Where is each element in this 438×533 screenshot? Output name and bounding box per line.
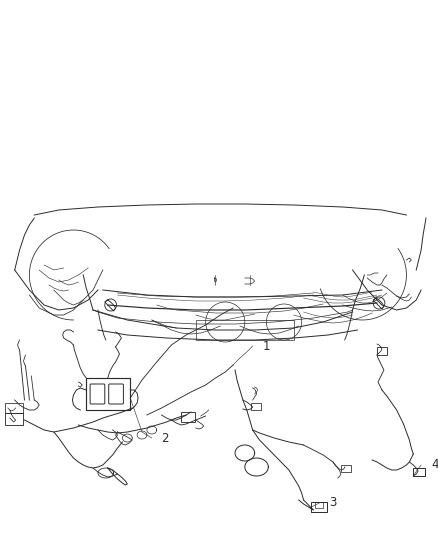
Bar xyxy=(413,468,425,476)
Bar xyxy=(315,502,323,508)
Text: 1: 1 xyxy=(262,340,270,352)
Bar xyxy=(5,413,22,425)
Bar xyxy=(311,502,327,512)
Bar xyxy=(5,403,22,413)
Bar xyxy=(181,412,195,422)
Bar xyxy=(377,347,387,355)
Bar xyxy=(341,465,350,472)
Bar xyxy=(196,320,294,340)
Bar xyxy=(251,403,261,410)
Text: 4: 4 xyxy=(431,458,438,472)
Text: 2: 2 xyxy=(162,432,169,445)
Text: 3: 3 xyxy=(329,497,336,510)
